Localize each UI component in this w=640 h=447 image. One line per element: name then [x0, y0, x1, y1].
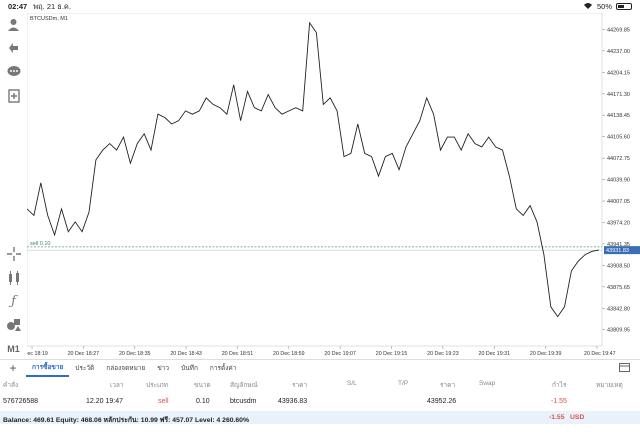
x-tick-label: 20 Dec 19:47: [584, 351, 616, 357]
battery-percent: 50%: [596, 2, 612, 11]
crosshair-icon[interactable]: [6, 246, 21, 261]
orders-table-header: คำสั่ง เวลา ประเภท ขนาด สัญลักษณ์ ราคา S…: [0, 378, 640, 390]
tab-news[interactable]: ข่าว: [157, 365, 170, 372]
account-icon[interactable]: [6, 17, 21, 32]
y-tick-label: 43974.20: [607, 220, 630, 226]
chart-canvas[interactable]: BTCUSDm, M1 44269.85 44237.00 44204.15 4417…: [27, 13, 640, 358]
y-tick-label: 43842.80: [607, 306, 630, 312]
y-tick-label: 44039.90: [607, 178, 630, 184]
x-tick-label: 20 Dec 19:15: [376, 351, 408, 357]
y-tick-label: 44138.45: [607, 113, 630, 119]
objects-icon[interactable]: [6, 317, 21, 332]
total-profit-currency: USD: [570, 414, 585, 421]
col-tp: T/P: [398, 380, 409, 387]
order-symbol: btcusdm: [230, 398, 257, 405]
wifi-icon: [583, 2, 593, 12]
y-tick-label: 44171.30: [607, 92, 630, 98]
col-price: ราคา: [292, 382, 308, 389]
toolbox-menu-icon[interactable]: [619, 362, 630, 374]
col-comment: หมายเหตุ: [596, 382, 623, 389]
col-size: ขนาด: [194, 382, 211, 389]
y-tick-label: 43809.95: [607, 328, 630, 334]
x-tick-label: 20 Dec 19:39: [530, 351, 562, 357]
plot-frame: [27, 13, 603, 347]
order-id: 576726588: [3, 398, 39, 405]
col-type: ประเภท: [146, 382, 168, 389]
y-tick-label: 43908.50: [607, 263, 630, 269]
tab-settings[interactable]: การตั้งค่า: [209, 365, 237, 372]
x-tick-label: 20 Dec 19:31: [479, 351, 511, 357]
x-tick-label: 20 Dec 19:07: [324, 351, 356, 357]
col-time: เวลา: [110, 382, 124, 389]
current-price-text: 43931.83: [606, 248, 629, 254]
order-size: 0.10: [196, 398, 210, 405]
y-tick-label: 44269.85: [607, 27, 630, 33]
symbol-label: BTCUSDm, M1: [30, 16, 68, 22]
y-tick-label: 44105.60: [607, 135, 630, 141]
y-tick-label: 44204.15: [607, 70, 630, 76]
x-tick-label: 20 Dec 18:27: [68, 351, 100, 357]
battery-icon: [616, 3, 632, 10]
y-tick-label: 44007.05: [607, 199, 630, 205]
add-icon[interactable]: +: [9, 361, 17, 375]
x-axis: 20 Dec 18:19 20 Dec 18:27 20 Dec 18:35 20 D…: [27, 346, 616, 357]
account-summary-bar: Balance: 469.61 Equity: 468.06 หลักประกั…: [0, 411, 640, 424]
indicators-icon[interactable]: [6, 270, 21, 285]
trade-icon[interactable]: [6, 40, 21, 55]
bottom-spacer: [0, 424, 640, 447]
col-sl: S/L: [347, 380, 357, 387]
x-tick-label: 20 Dec 18:35: [119, 351, 151, 357]
order-open-price: 43936.83: [278, 398, 308, 405]
order-time: 12.20 19:47: [86, 398, 123, 405]
col-order: คำสั่ง: [3, 382, 19, 389]
status-bar: 02:47 พฤ. 21 ธ.ค. 50%: [0, 0, 640, 13]
sell-order-label: sell 0.10: [30, 241, 51, 247]
col-profit: กำไร: [552, 382, 567, 389]
table-row[interactable]: 576726588 12.20 19:47 sell 0.10 btcusdm …: [0, 396, 640, 409]
tab-trade[interactable]: การซื้อขาย: [26, 360, 70, 377]
order-type: sell: [158, 398, 169, 405]
toolbox-tabs: + การซื้อขาย ประวัติ กล่องจดหมาย ข่าว บั…: [0, 359, 640, 377]
x-tick-label: 20 Dec 18:43: [170, 351, 202, 357]
col-symbol: สัญลักษณ์: [230, 382, 258, 389]
current-price-badge: [604, 246, 640, 255]
col-swap: Swap: [479, 380, 496, 387]
x-tick-label: 20 Dec 18:51: [222, 351, 254, 357]
new-order-icon[interactable]: [6, 88, 21, 103]
tab-mailbox[interactable]: กล่องจดหมาย: [106, 365, 146, 372]
y-tick-label: 43875.65: [607, 285, 630, 291]
total-profit: -1.55: [549, 414, 565, 421]
function-icon[interactable]: ƒ: [11, 294, 16, 309]
account-summary: Balance: 469.61 Equity: 468.06 หลักประกั…: [3, 417, 250, 424]
col-current-price: ราคา: [440, 382, 456, 389]
left-toolbar: ƒ M1: [0, 13, 27, 358]
y-axis: 44269.85 44237.00 44204.15 44171.30 44138.45…: [602, 27, 630, 334]
status-date: พฤ. 21 ธ.ค.: [33, 1, 72, 11]
status-time: 02:47: [8, 2, 28, 11]
x-tick-label: 20 Dec 19:23: [427, 351, 459, 357]
y-tick-label: 43941.35: [607, 242, 630, 248]
order-current-price: 43952.26: [427, 398, 457, 405]
order-profit: -1.55: [551, 398, 567, 405]
price-chart[interactable]: BTCUSDm, M1 44269.85 44237.00 44204.15 4417…: [27, 13, 640, 358]
y-tick-label: 44072.75: [607, 156, 630, 162]
y-tick-label: 44237.00: [607, 49, 630, 55]
x-tick-label: 20 Dec 18:19: [27, 351, 48, 357]
chat-icon[interactable]: [6, 64, 21, 79]
timeframe-label[interactable]: M1: [7, 343, 20, 354]
tab-history[interactable]: ประวัติ: [75, 365, 95, 372]
x-tick-label: 20 Dec 18:59: [273, 351, 305, 357]
price-line-series: [27, 21, 600, 318]
tab-journal[interactable]: บันทึก: [181, 365, 198, 372]
